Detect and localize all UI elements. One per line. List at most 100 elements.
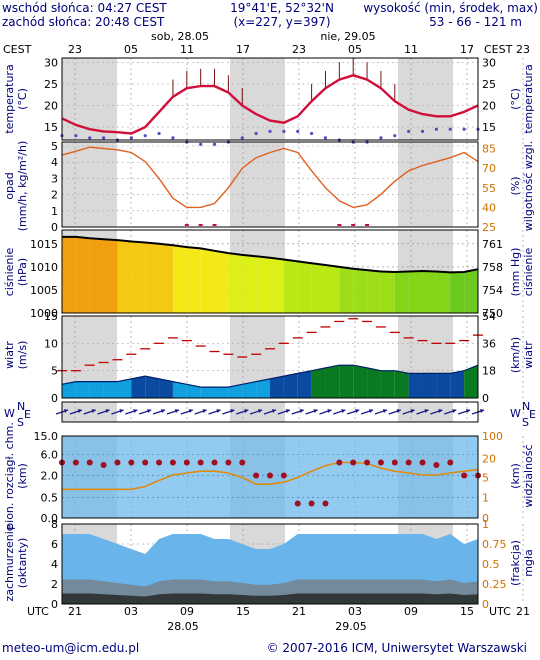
- bottom-hour-8: 21: [516, 605, 530, 618]
- wind-arrowhead-20: [341, 409, 346, 413]
- cloud-tick-left-1: 6: [51, 538, 58, 551]
- bottom-hour-6: 09: [404, 605, 418, 618]
- pressure-line: [62, 235, 479, 274]
- wind-arrowhead-10: [202, 409, 207, 413]
- temp-tick-right-0: 30: [482, 56, 496, 69]
- tz-left-bottom: UTC: [27, 605, 49, 618]
- precip-bar-22: [365, 224, 370, 226]
- wind-fill-15: [270, 376, 284, 398]
- dewpoint-point-27: [434, 127, 438, 131]
- tz-left-top: CEST: [3, 43, 32, 56]
- compass-s-right: S: [522, 416, 529, 429]
- wind-fill-21: [353, 365, 368, 398]
- wind-arrowhead-8: [174, 409, 179, 413]
- vis-unit-left: (km): [16, 463, 29, 489]
- wind-tick-left-3: 0: [51, 392, 58, 405]
- wind-fill-12: [228, 384, 243, 398]
- cloud-base-point-10: [197, 459, 204, 466]
- pressure-fill-27: [436, 271, 451, 313]
- humidity-line: [61, 146, 479, 209]
- pressure-fill-2: [89, 238, 104, 313]
- wind-fill-3: [103, 381, 118, 398]
- wind-arrowhead-23: [382, 409, 387, 413]
- vis-tick-right-2: 5: [482, 471, 489, 484]
- pressure-fill-8: [172, 245, 187, 313]
- precip-bar-9: [184, 224, 189, 226]
- pressure-fill-29: [464, 269, 478, 313]
- wind-fill-26: [422, 373, 437, 398]
- wind-arrowhead-5: [133, 409, 138, 413]
- top-hour-labels: 23051117230511172305: [68, 43, 530, 56]
- wind-tick-right-3: 0: [482, 392, 489, 405]
- wind-arrowhead-18: [313, 409, 318, 413]
- cloud-base-point-15: [267, 472, 273, 479]
- compass-e-left: E: [24, 408, 31, 421]
- wind-arrowhead-17: [299, 409, 304, 413]
- vis-tick-left-3: 0.5: [41, 492, 59, 505]
- vis-tick-right-0: 100: [482, 430, 503, 443]
- panel-frame-4: [61, 401, 479, 423]
- pres-tick-right-3: 750: [482, 307, 503, 320]
- panel-frame-6: [61, 523, 479, 605]
- wind-fill-10: [200, 387, 215, 398]
- footer-email[interactable]: meteo-um@icm.edu.pl: [2, 641, 139, 655]
- night-band-1-1: [230, 142, 285, 227]
- cloud-base-point-13: [239, 459, 246, 466]
- panel-frame-3: [61, 315, 479, 399]
- wind-arrowhead-11: [216, 409, 221, 413]
- dewpoint-point-24: [393, 134, 397, 138]
- vis-unit-right: (km): [509, 463, 522, 489]
- dewpoint-point-25: [407, 129, 411, 133]
- dewpoint-point-15: [268, 129, 272, 133]
- wind-arrowhead-4: [119, 409, 124, 413]
- day2-label: nie, 29.05: [320, 30, 375, 43]
- cloud-tick-left-0: 8: [51, 518, 58, 531]
- wind-arrowhead-30: [480, 409, 484, 413]
- wind-fill-14: [256, 378, 270, 398]
- precip-bar-10: [198, 224, 203, 226]
- wind-fill-16: [283, 373, 298, 398]
- pressure-fill-9: [186, 247, 201, 313]
- wind-arrowhead-6: [147, 409, 152, 413]
- top-hour-3: 17: [236, 43, 250, 56]
- prec-tick-left-1: 4: [51, 156, 58, 169]
- dewpoint-point-5: [129, 136, 133, 140]
- cloud-tick-right-0: 1: [482, 518, 489, 531]
- wind-fill-23: [380, 370, 395, 398]
- wind-direction-panel: [55, 409, 485, 415]
- top-hour-4: 23: [292, 43, 306, 56]
- pressure-fill-5: [131, 241, 146, 313]
- temperature-panel: [60, 58, 480, 146]
- bottom-hour-4: 21: [292, 605, 306, 618]
- visibility-line: [62, 461, 479, 491]
- date2-label: 29.05: [335, 620, 367, 633]
- top-hour-0: 23: [68, 43, 82, 56]
- pres-unit-left: (hPa): [16, 258, 29, 286]
- wind-fill-0: [62, 381, 76, 398]
- pressure-fill-23: [380, 271, 395, 313]
- wind-arrowhead-16: [285, 409, 290, 413]
- wind-panel: [57, 315, 483, 399]
- prec-unit-left: (mm/h, kg/m²/h): [16, 141, 29, 232]
- cloud-base-point-19: [322, 500, 329, 507]
- dewpoint-point-11: [212, 142, 217, 146]
- bottom-hour-0: 21: [68, 605, 82, 618]
- pressure-fill-6: [145, 242, 160, 313]
- dewpoint-point-23: [379, 136, 383, 140]
- pressure-fill-19: [325, 265, 340, 313]
- night-band-1-0: [62, 142, 117, 227]
- compass-left: N W E S: [4, 400, 31, 429]
- pressure-fill-10: [200, 248, 215, 313]
- vis-tick-right-4: 0: [482, 512, 489, 525]
- wind-fill-1: [75, 381, 90, 398]
- elevation-title: wysokość (min, środek, max): [363, 1, 538, 15]
- vis-tick-left-2: 2.0: [41, 470, 59, 483]
- precip-bar-21: [351, 224, 356, 226]
- dewpoint-point-29: [462, 127, 466, 131]
- wind-unit-right: (km/h): [509, 337, 522, 373]
- wind-arrowhead-19: [327, 409, 332, 413]
- dewpoint-point-16: [282, 129, 286, 133]
- panel-frame-2: [61, 229, 479, 314]
- pres-tick-left-1: 1010: [30, 261, 58, 274]
